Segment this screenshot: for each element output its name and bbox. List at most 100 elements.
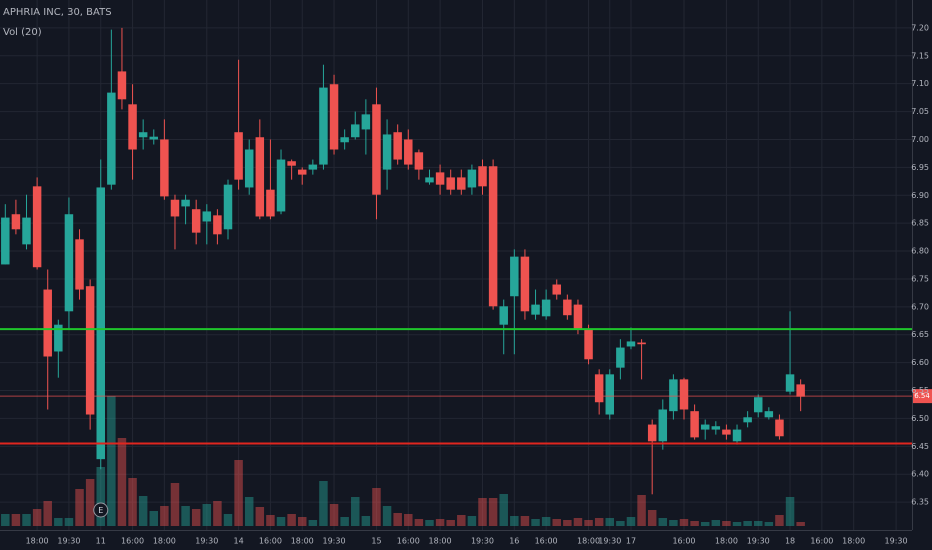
candle-body [637, 342, 646, 345]
candle-body [244, 149, 254, 188]
x-tick-label: 16:00 [121, 537, 144, 546]
volume-bar [54, 518, 63, 526]
candle-body [11, 214, 21, 230]
volume-bar [457, 515, 466, 526]
volume-bar [170, 483, 180, 526]
volume-bar [414, 519, 424, 526]
volume-bar [732, 522, 742, 526]
y-tick-label: 7.20 [911, 23, 929, 32]
x-tick-label: 16 [509, 537, 519, 546]
candle-body [690, 411, 699, 438]
volume-bar [138, 496, 148, 526]
x-tick-label: 16:00 [672, 537, 695, 546]
candle-body [457, 177, 466, 190]
x-tick-label: 18:00 [291, 537, 314, 546]
candle-body [117, 71, 127, 100]
volume-bar [531, 519, 540, 526]
candle-body [796, 384, 805, 397]
candle-body [478, 166, 487, 187]
volume-bar [541, 517, 551, 526]
volume-bar [329, 504, 339, 526]
candle-body [732, 429, 742, 442]
volume-layer [1, 396, 805, 526]
candle-body [234, 132, 243, 180]
candle-body [722, 429, 731, 435]
candle-body [85, 286, 95, 415]
volume-bar [785, 497, 795, 526]
price-axis [912, 0, 932, 550]
candle-body [266, 189, 275, 217]
candle-body [531, 304, 540, 315]
candle-body [573, 304, 583, 330]
volume-bar [563, 520, 572, 526]
volume-label: Vol (20) [3, 27, 42, 38]
candle-body [669, 379, 678, 412]
volume-bar [32, 509, 42, 526]
candle-body [181, 199, 190, 207]
volume-bar [75, 489, 84, 526]
x-tick-label: 18:00 [842, 537, 865, 546]
x-tick-label: 18:00 [577, 537, 600, 546]
y-tick-label: 6.50 [911, 414, 929, 423]
candle-body [594, 374, 604, 403]
candle-body [658, 409, 668, 442]
candle-body [107, 92, 116, 185]
x-tick-label: 19:30 [471, 537, 494, 546]
volume-bar [488, 498, 498, 526]
candle-body [541, 299, 551, 317]
last-price-box [913, 389, 932, 404]
y-tick-label: 6.95 [911, 163, 929, 172]
volume-bar [11, 514, 21, 526]
x-tick-label: 18:00 [153, 537, 176, 546]
x-tick-label: 19:30 [195, 537, 218, 546]
y-tick-label: 7.15 [911, 51, 929, 60]
volume-bar [637, 495, 646, 526]
y-tick-label: 7.05 [911, 107, 929, 116]
candle-body [647, 424, 657, 442]
volume-bar [467, 516, 477, 526]
candle-body [351, 124, 360, 138]
volume-bar [393, 513, 402, 526]
volume-bar [202, 504, 212, 526]
volume-bar [255, 507, 265, 526]
y-tick-label: 6.40 [911, 470, 929, 479]
candle-body [361, 114, 371, 130]
x-tick-label: 19:30 [885, 537, 908, 546]
volume-bar [107, 396, 116, 526]
candle-body [64, 214, 74, 312]
chart-title: APHRIA INC, 30, BATS [3, 7, 112, 18]
volume-bar [213, 501, 222, 526]
candle-body [191, 209, 201, 233]
candle-body [287, 161, 296, 166]
y-tick-label: 6.70 [911, 302, 929, 311]
candle-body [308, 164, 318, 170]
candle-body [297, 169, 307, 175]
x-tick-label: 16:00 [810, 537, 833, 546]
candle-body [96, 187, 105, 460]
candle-body [22, 217, 31, 245]
volume-bar [234, 460, 243, 526]
volume-bar [117, 438, 127, 526]
candle-body [393, 132, 402, 160]
volume-bar [404, 514, 413, 526]
candle-body [414, 152, 424, 170]
x-tick-label: 14 [234, 537, 244, 546]
volume-bar [22, 514, 31, 526]
volume-bar [160, 506, 169, 526]
y-tick-label: 6.55 [911, 386, 929, 395]
x-tick-label: 19:30 [323, 537, 346, 546]
volume-bar [340, 517, 349, 526]
candle-body [584, 329, 593, 360]
candle-body [563, 299, 572, 316]
volume-bar [287, 514, 296, 526]
candle-body [329, 84, 339, 150]
candle-body [488, 166, 498, 307]
x-tick-label: 19:30 [747, 537, 770, 546]
earnings-marker [93, 502, 109, 518]
candle-body [764, 411, 774, 418]
x-tick-label: 17 [626, 537, 636, 546]
volume-bar [223, 514, 233, 526]
candle-body [128, 104, 137, 150]
volume-bar [297, 517, 307, 526]
